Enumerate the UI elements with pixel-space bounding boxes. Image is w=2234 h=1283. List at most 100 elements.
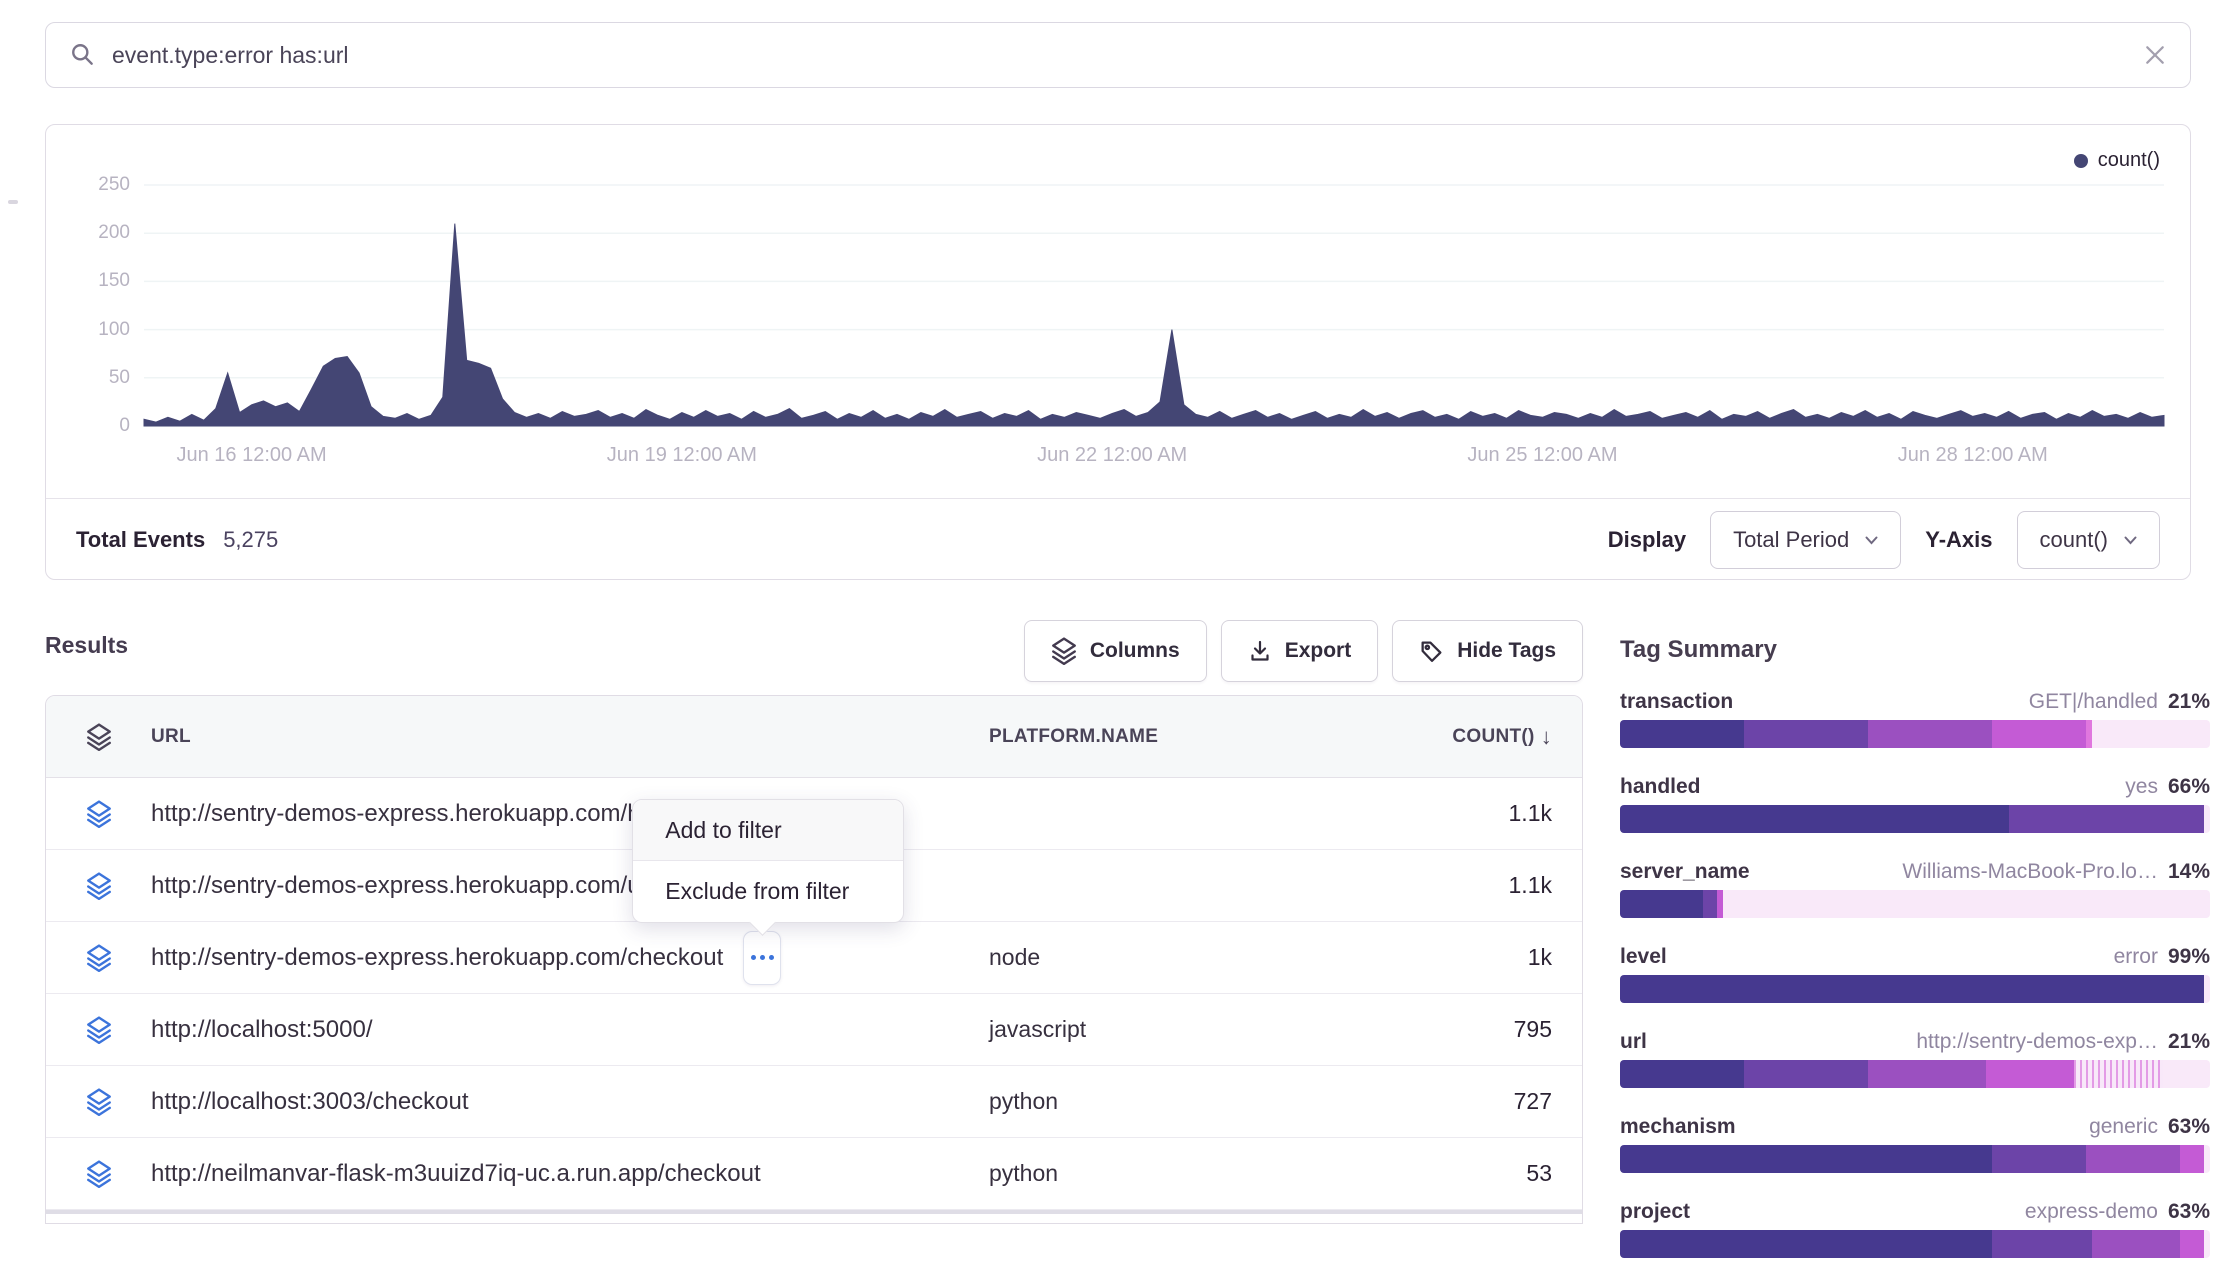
columns-button[interactable]: Columns <box>1023 620 1207 682</box>
tag-bar[interactable] <box>1620 1230 2210 1258</box>
table-header: URL PLATFORM.NAME COUNT() ↓ <box>46 696 1582 778</box>
results-table: URL PLATFORM.NAME COUNT() ↓ http://sentr… <box>45 695 1583 1224</box>
tag-bar-segment <box>1620 805 2010 833</box>
total-events-label: Total Events <box>76 527 206 552</box>
tag-value: generic <box>2089 1115 2158 1138</box>
tag-bar[interactable] <box>1620 975 2210 1003</box>
clear-search-icon[interactable] <box>2144 44 2166 66</box>
platform-cell: python <box>989 1088 1059 1114</box>
yaxis-dropdown[interactable]: count() <box>2016 511 2160 569</box>
legend-label: count() <box>2097 149 2160 171</box>
tag-row: transaction GET|/handled 21% <box>1620 688 2210 773</box>
tag-bar-segment <box>2204 975 2210 1003</box>
columns-stack-icon <box>1051 637 1077 665</box>
count-cell: 1.1k <box>1508 800 1552 826</box>
tag-bar[interactable] <box>1620 1060 2210 1088</box>
table-bottom-divider <box>46 1210 1582 1214</box>
tag-bar[interactable] <box>1620 890 2210 918</box>
tag-bar-segment <box>1991 1230 2092 1258</box>
tag-bar[interactable] <box>1620 805 2210 833</box>
chart-footer: Total Events 5,275 Display Total Period … <box>46 498 2190 581</box>
x-tick-label: Jun 22 12:00 AM <box>1037 444 1188 466</box>
results-toolbar: Columns Export Hide Tags <box>1023 620 1583 682</box>
tag-bar-segment <box>1620 890 1703 918</box>
tag-bar-segment <box>1743 1060 1868 1088</box>
context-menu: Add to filter Exclude from filter <box>632 799 905 936</box>
search-input[interactable] <box>112 41 2144 69</box>
tag-bar[interactable] <box>1620 720 2210 748</box>
dot-icon <box>768 955 774 960</box>
sort-desc-icon: ↓ <box>1540 723 1552 749</box>
header-url[interactable]: URL <box>151 725 191 747</box>
tag-rows: transaction GET|/handled 21% handled yes 66% s… <box>1620 688 2210 1283</box>
search-bar <box>45 22 2191 88</box>
display-dropdown[interactable]: Total Period <box>1710 511 1902 569</box>
ellipsis-button[interactable] <box>743 930 782 985</box>
tag-percent: 63% <box>2167 1200 2210 1223</box>
tag-bar-segment <box>2180 1230 2205 1258</box>
tag-row: project express-demo 63% <box>1620 1198 2210 1283</box>
tag-value: http://sentry-demos-exp… <box>1916 1030 2158 1053</box>
tag-summary-title: Tag Summary <box>1620 636 1777 663</box>
download-icon <box>1248 638 1272 664</box>
tag-percent: 21% <box>2167 1030 2210 1053</box>
count-cell: 1k <box>1527 944 1552 970</box>
legend-dot-icon <box>2073 153 2088 168</box>
yaxis-label: Y-Axis <box>1925 527 1993 552</box>
tag-bar-segment <box>2009 805 2205 833</box>
y-tick-label: 0 <box>119 415 130 436</box>
table-row[interactable]: http://localhost:5000/javascript 795 <box>46 994 1582 1066</box>
y-tick-label: 150 <box>98 270 130 292</box>
tag-name: handled <box>1620 775 1701 798</box>
x-tick-label: Jun 28 12:00 AM <box>1897 444 2048 466</box>
url-cell: http://localhost:3003/checkout <box>151 1087 469 1115</box>
x-tick-label: Jun 25 12:00 AM <box>1467 444 1618 466</box>
platform-cell: node <box>989 944 1041 970</box>
tag-bar-segment <box>1991 1145 2087 1173</box>
table-row[interactable]: http://sentry-demos-express.herokuapp.co… <box>46 922 1582 994</box>
chart-legend: count() <box>2073 149 2160 172</box>
tag-bar-segment <box>2204 805 2210 833</box>
y-tick-label: 250 <box>98 174 130 195</box>
tag-value: error <box>2113 945 2158 968</box>
tag-row: level error 99% <box>1620 943 2210 1028</box>
table-row[interactable]: http://localhost:3003/checkout python 727 <box>46 1066 1582 1138</box>
hide-tags-button[interactable]: Hide Tags <box>1392 620 1583 682</box>
chevron-down-icon <box>1865 536 1878 544</box>
tag-name: level <box>1620 945 1667 968</box>
tag-row: url http://sentry-demos-exp… 21% <box>1620 1028 2210 1113</box>
tag-value: yes <box>2125 775 2158 798</box>
layers-icon <box>46 1015 151 1044</box>
tag-row: mechanism generic 63% <box>1620 1113 2210 1198</box>
tag-bar-segment <box>2086 1145 2181 1173</box>
url-cell: http://sentry-demos-express.herokuapp.co… <box>151 799 713 827</box>
header-count[interactable]: COUNT() ↓ <box>1452 723 1552 749</box>
tag-bar-segment <box>2162 1060 2210 1088</box>
menu-item-add-to-filter[interactable]: Add to filter <box>633 800 904 861</box>
layers-icon <box>46 1159 151 1188</box>
menu-item-exclude-from-filter[interactable]: Exclude from filter <box>665 878 850 904</box>
tag-value: Williams-MacBook-Pro.lo… <box>1902 860 2158 883</box>
tag-value: express-demo <box>2024 1200 2158 1223</box>
tag-percent: 21% <box>2167 690 2210 713</box>
dot-icon <box>750 955 756 960</box>
tag-value: GET|/handled <box>2028 690 2158 713</box>
platform-cell: javascript <box>989 1016 1087 1042</box>
display-label: Display <box>1607 527 1687 552</box>
tag-bar[interactable] <box>1620 1145 2210 1173</box>
chevron-down-icon <box>2124 536 2137 544</box>
tag-bar-segment <box>2180 1145 2205 1173</box>
tag-bar-segment <box>1620 975 2205 1003</box>
tag-bar-segment <box>2204 1145 2210 1173</box>
x-tick-label: Jun 19 12:00 AM <box>606 444 757 466</box>
header-platform[interactable]: PLATFORM.NAME <box>989 725 1159 747</box>
tag-bar-segment <box>1743 720 1868 748</box>
url-cell: http://neilmanvar-flask-m3uuizd7iq-uc.a.… <box>151 1159 761 1187</box>
tag-percent: 14% <box>2167 860 2210 883</box>
export-button[interactable]: Export <box>1220 620 1379 682</box>
table-row[interactable]: http://neilmanvar-flask-m3uuizd7iq-uc.a.… <box>46 1138 1582 1210</box>
search-icon <box>70 42 96 68</box>
tag-name: url <box>1620 1030 1647 1053</box>
tag-bar-segment <box>1985 1060 2075 1088</box>
y-tick-label: 200 <box>98 222 130 244</box>
